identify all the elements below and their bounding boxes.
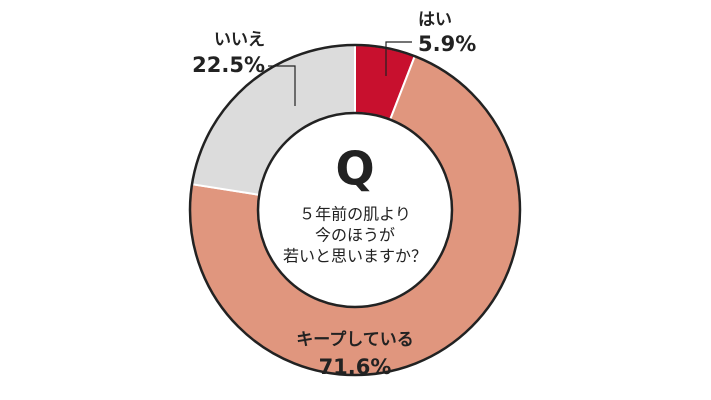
category-label: はい [418,10,452,30]
chart-title: Q [335,142,374,196]
category-label: いいえ [214,30,265,50]
slices [188,43,522,377]
value-label: 22.5% [192,53,265,77]
leader-line [385,41,412,76]
question-line: ５年前の肌より [299,205,411,224]
value-label: 71.6% [319,355,392,379]
leader-line [268,65,296,106]
outer-ring [188,43,522,377]
category-label: キープしている [296,329,413,350]
question-line: 若いと思いますか？ [283,247,427,266]
inner-ring [256,111,454,309]
value-label: 5.9% [418,32,476,56]
question-line: 今のほうが [315,226,395,245]
